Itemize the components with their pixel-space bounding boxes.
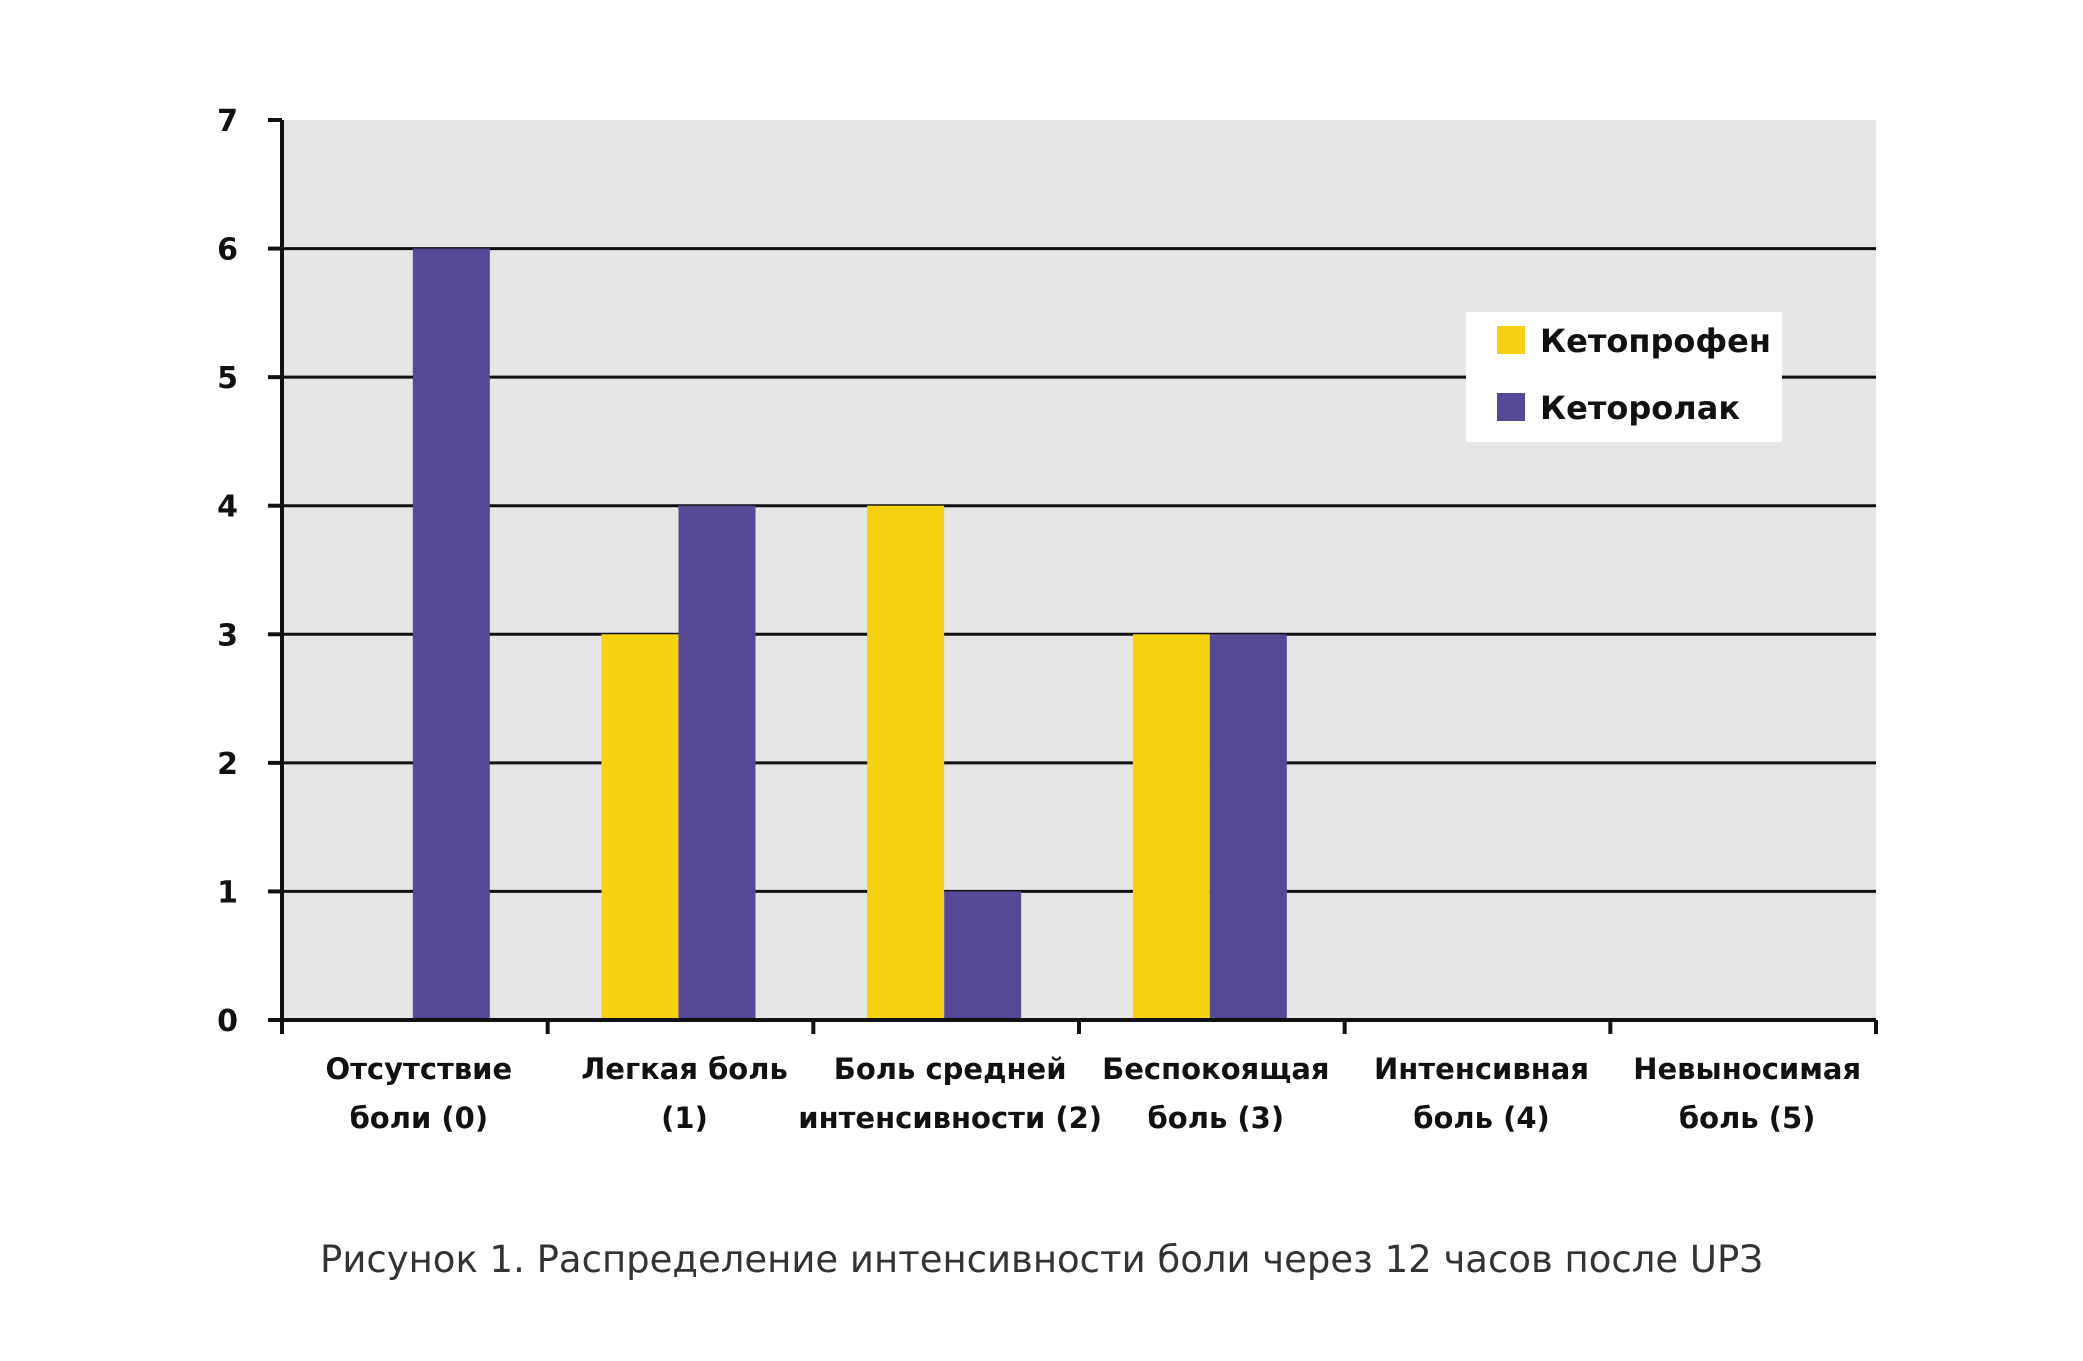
x-category-label: Беспокоящая — [1102, 1052, 1329, 1086]
bar-series1 — [601, 634, 679, 1020]
legend-label: Кеторолак — [1540, 389, 1740, 427]
x-category-label: Легкая боль — [581, 1052, 788, 1086]
x-category-label: Невыносимая — [1633, 1052, 1861, 1086]
legend-swatch — [1497, 326, 1525, 354]
bar-series2 — [678, 505, 756, 1020]
y-tick-label: 3 — [217, 618, 238, 653]
bar-series2 — [944, 891, 1022, 1020]
x-category-label: боль (4) — [1413, 1101, 1550, 1135]
legend: Кетопрофен Кеторолак — [1466, 312, 1782, 442]
x-category-label: Боль средней — [834, 1052, 1067, 1086]
legend-swatch — [1497, 393, 1525, 421]
legend-label: Кетопрофен — [1540, 322, 1771, 360]
x-category-label: боль (3) — [1148, 1101, 1285, 1135]
y-tick-label: 4 — [217, 490, 238, 525]
x-category-label: Интенсивная — [1374, 1052, 1589, 1086]
y-tick-labels: 0 1 2 3 4 5 6 7 — [217, 104, 238, 1039]
bar-series1 — [1132, 634, 1210, 1020]
x-category-label: боль (5) — [1679, 1101, 1816, 1135]
x-category-label: (1) — [661, 1101, 708, 1135]
x-category-label: Отсутствие — [325, 1052, 512, 1086]
grid-lines — [282, 247, 1876, 893]
axes — [268, 118, 1878, 1034]
bar-series2 — [412, 248, 490, 1021]
bars — [412, 248, 1287, 1021]
bar-series2 — [1209, 634, 1287, 1020]
figure-caption: Рисунок 1. Распределение интенсивности б… — [320, 1238, 1763, 1281]
y-tick-label: 7 — [217, 104, 238, 139]
x-category-label: интенсивности (2) — [798, 1101, 1102, 1135]
y-tick-label: 2 — [217, 747, 238, 782]
y-tick-label: 0 — [217, 1004, 238, 1039]
x-category-labels: Отсутствие боли (0) Легкая боль (1) Боль сре… — [325, 1052, 1861, 1135]
y-tick-label: 5 — [217, 361, 238, 396]
x-category-label: боли (0) — [350, 1101, 489, 1135]
plot-background — [282, 120, 1876, 1020]
y-tick-label: 1 — [217, 875, 238, 910]
y-tick-label: 6 — [217, 233, 238, 268]
bar-series1 — [867, 505, 945, 1020]
